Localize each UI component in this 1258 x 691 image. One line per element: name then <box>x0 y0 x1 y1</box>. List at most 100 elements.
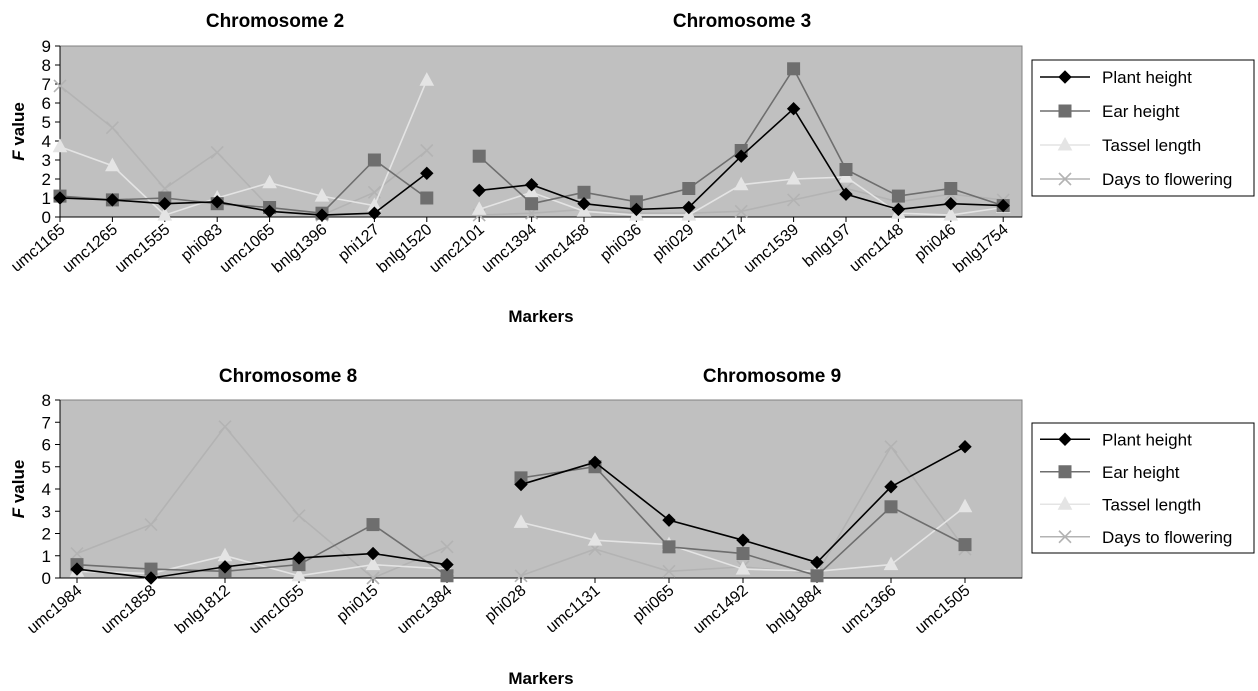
data-point-tassel-length <box>105 157 120 172</box>
data-point-days-to-flowering <box>70 546 84 561</box>
y-tick-label: 4 <box>42 132 51 151</box>
x-tick-label-phi083: phi083 <box>178 221 226 265</box>
y-tick-label: 8 <box>42 391 51 410</box>
x-tick-label-phi065: phi065 <box>630 582 678 626</box>
data-point-tassel-length <box>365 556 381 571</box>
legend-marker-days-to-flowering <box>1058 530 1072 544</box>
data-point-plant-height <box>292 551 306 565</box>
legend-label-tassel-length: Tassel length <box>1102 495 1201 514</box>
data-point-plant-height <box>70 562 84 576</box>
data-point-days-to-flowering <box>734 204 748 218</box>
legend-marker-plant-height <box>1058 432 1072 446</box>
y-tick-label: 0 <box>42 569 51 588</box>
x-tick-label-bnlg1754: bnlg1754 <box>950 221 1011 276</box>
legend-label-days-to-flowering: Days to flowering <box>1102 170 1232 189</box>
y-tick-label: 4 <box>42 480 51 499</box>
data-point-ear-height <box>472 149 486 163</box>
plot-area <box>59 45 1023 218</box>
data-point-ear-height <box>810 569 824 583</box>
data-point-tassel-length <box>786 170 801 185</box>
data-point-plant-height <box>958 440 972 454</box>
x-tick-label-umc1505: umc1505 <box>912 582 973 637</box>
data-point-plant-height <box>366 546 380 561</box>
x-tick-label-umc1165: umc1165 <box>8 221 69 276</box>
x-tick-label-phi015: phi015 <box>334 582 382 626</box>
data-point-ear-height <box>525 197 539 211</box>
y-axis-label-italic: F <box>9 150 28 161</box>
x-axis-label: Markers <box>508 307 573 326</box>
y-tick-label: 3 <box>42 151 51 170</box>
y-tick-label: 1 <box>42 189 51 208</box>
data-point-ear-height <box>891 189 905 203</box>
x-tick-label-umc1055: umc1055 <box>246 582 307 637</box>
chart-title: Chromosome 3 <box>673 11 811 32</box>
x-tick-label-umc1458: umc1458 <box>531 221 592 276</box>
x-tick-label-umc1366: umc1366 <box>838 582 899 637</box>
data-point-tassel-length <box>52 138 68 153</box>
series-line-ear-height <box>59 158 428 215</box>
data-point-tassel-length <box>943 207 959 221</box>
data-point-days-to-flowering <box>105 121 119 135</box>
legend-label-tassel-length: Tassel length <box>1102 136 1201 155</box>
data-point-tassel-length <box>471 201 487 215</box>
series-line-days-to-flowering <box>76 425 448 579</box>
y-tick-label: 5 <box>42 458 51 477</box>
data-point-tassel-length <box>419 72 435 86</box>
legend-label-plant-height: Plant height <box>1102 430 1192 449</box>
data-point-ear-height <box>787 62 801 76</box>
data-point-ear-height <box>944 182 958 195</box>
data-point-tassel-length <box>314 188 330 202</box>
chart-title: Chromosome 2 <box>206 11 344 32</box>
data-point-plant-height <box>944 196 958 211</box>
data-point-days-to-flowering <box>366 571 380 585</box>
data-point-plant-height <box>996 198 1010 213</box>
legend-label-ear-height: Ear height <box>1102 102 1180 121</box>
x-tick-label-umc1394: umc1394 <box>479 221 540 276</box>
y-tick-label: 6 <box>42 436 51 455</box>
x-tick-label-bnlg1520: bnlg1520 <box>374 221 435 276</box>
series-line-plant-height <box>59 172 428 216</box>
x-tick-label-umc1858: umc1858 <box>98 582 159 637</box>
data-point-plant-height <box>315 208 329 222</box>
data-point-plant-height <box>736 533 750 547</box>
data-point-tassel-length <box>735 561 751 575</box>
legend-marker-ear-height <box>1058 465 1072 479</box>
legend-label-days-to-flowering: Days to flowering <box>1102 528 1232 547</box>
chart-title: Chromosome 9 <box>703 366 841 387</box>
series-plant-height <box>70 440 972 585</box>
data-point-plant-height <box>786 101 801 116</box>
plot-area <box>59 399 1023 579</box>
x-tick-label-phi029: phi029 <box>650 221 698 265</box>
y-tick-label: 2 <box>42 170 51 189</box>
x-tick-label-umc1492: umc1492 <box>690 582 751 637</box>
data-point-ear-height <box>367 153 381 167</box>
legend: Plant height Ear height Tassel length Days … <box>1031 422 1255 554</box>
data-point-ear-height <box>366 518 380 532</box>
data-point-days-to-flowering <box>514 569 528 583</box>
data-point-ear-height <box>577 185 591 199</box>
x-tick-label-bnlg1812: bnlg1812 <box>172 582 233 637</box>
series-line-plant-height <box>76 552 448 579</box>
data-point-tassel-length <box>157 207 173 221</box>
data-point-plant-height <box>682 200 696 215</box>
x-tick-label-phi028: phi028 <box>482 582 530 626</box>
y-tick-label: 7 <box>42 75 51 94</box>
data-point-days-to-flowering <box>144 518 158 532</box>
data-point-plant-height <box>577 196 591 211</box>
x-tick-label-phi036: phi036 <box>597 221 645 265</box>
data-point-plant-height <box>420 166 434 181</box>
data-point-tassel-length <box>513 514 529 528</box>
x-tick-label-umc1148: umc1148 <box>847 221 908 276</box>
legend-marker-plant-height <box>1058 70 1072 84</box>
data-point-ear-height <box>420 191 434 205</box>
data-point-plant-height <box>839 187 853 201</box>
series-line-tassel-length <box>59 79 428 217</box>
data-point-days-to-flowering <box>884 440 898 454</box>
legend-marker-ear-height <box>1058 104 1072 118</box>
data-point-ear-height <box>736 547 750 561</box>
data-point-ear-height <box>884 500 898 514</box>
data-point-plant-height <box>891 202 906 217</box>
data-point-plant-height <box>514 477 528 492</box>
data-point-plant-height <box>144 571 158 585</box>
